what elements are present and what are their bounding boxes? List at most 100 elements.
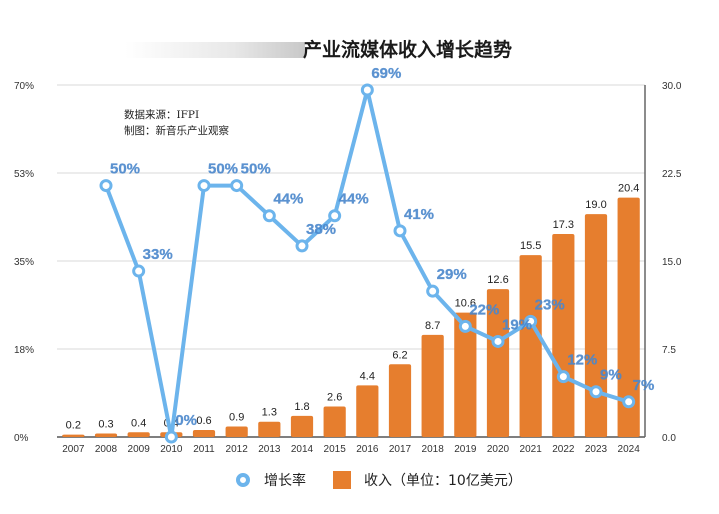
growth-point xyxy=(491,334,505,348)
bar xyxy=(94,433,118,437)
growth-value-label: 22% xyxy=(469,301,499,318)
x-tick-label: 2011 xyxy=(193,444,215,455)
right-tick-label: 30.0 xyxy=(662,81,682,92)
left-tick-label: 35% xyxy=(14,257,34,268)
growth-value-label: 0% xyxy=(175,412,197,429)
growth-value-label: 9% xyxy=(600,367,622,384)
x-tick-label: 2016 xyxy=(356,444,379,455)
bar-value-label: 15.5 xyxy=(520,240,541,252)
left-tick-label: 18% xyxy=(14,345,34,356)
growth-value-label: 41% xyxy=(404,206,434,223)
source-note: 数据来源：IFPI xyxy=(124,108,199,121)
bar-value-label: 0.3 xyxy=(98,418,113,430)
growth-value-label: 44% xyxy=(339,191,369,208)
x-tick-label: 2010 xyxy=(160,444,183,455)
bar-value-label: 0.2 xyxy=(66,420,81,432)
left-tick-label: 53% xyxy=(14,169,34,180)
bar-value-label: 1.8 xyxy=(294,401,309,413)
bar xyxy=(290,415,314,437)
growth-point xyxy=(360,83,374,97)
credit-note: 制图：新音乐产业观察 xyxy=(124,124,229,137)
growth-point xyxy=(589,385,603,399)
growth-value-label: 23% xyxy=(535,296,565,313)
right-tick-label: 15.0 xyxy=(662,257,682,268)
growth-value-label: 7% xyxy=(633,377,655,394)
x-tick-label: 2014 xyxy=(291,444,314,455)
title-redacted-region xyxy=(125,42,305,58)
bar xyxy=(519,255,542,437)
growth-value-label: 19% xyxy=(502,316,532,333)
chart-title: 产业流媒体收入增长趋势 xyxy=(303,38,512,61)
right-tick-label: 0.0 xyxy=(662,433,676,444)
x-tick-label: 2024 xyxy=(618,444,641,455)
bar-value-label: 12.6 xyxy=(487,274,508,286)
bar xyxy=(127,432,150,437)
left-axis: 0% 18% 35% 53% 70% xyxy=(14,81,34,444)
bar xyxy=(62,434,85,437)
right-tick-label: 22.5 xyxy=(662,169,682,180)
bar xyxy=(356,385,379,437)
growth-value-label: 38% xyxy=(306,221,336,238)
bar xyxy=(486,289,510,437)
growth-point xyxy=(164,430,178,444)
x-tick-label: 2021 xyxy=(520,444,543,455)
growth-value-label: 12% xyxy=(567,352,597,369)
legend-revenue-label: 收入（单位：10亿美元） xyxy=(364,473,522,489)
legend-item-growth[interactable]: 增长率 xyxy=(236,472,306,489)
growth-value-label: 29% xyxy=(437,266,467,283)
bar-value-label: 8.7 xyxy=(425,320,440,332)
bar xyxy=(454,312,477,437)
growth-point xyxy=(458,319,472,333)
growth-point xyxy=(524,314,538,328)
x-tick-label: 2019 xyxy=(454,444,477,455)
legend-item-revenue[interactable]: 收入（单位：10亿美元） xyxy=(333,471,522,489)
bar-value-label: 6.2 xyxy=(392,349,407,361)
legend-revenue-icon xyxy=(333,471,351,489)
legend: 增长率 收入（单位：10亿美元） xyxy=(236,471,522,489)
x-tick-label: 2023 xyxy=(585,444,608,455)
growth-point xyxy=(393,224,407,238)
bar-value-label: 4.4 xyxy=(360,370,375,382)
growth-value-label: 50% xyxy=(241,161,271,178)
growth-point xyxy=(328,209,342,223)
legend-growth-icon xyxy=(236,473,250,487)
bar xyxy=(552,234,575,437)
right-axis: 0.0 7.5 15.0 22.5 30.0 xyxy=(662,81,682,444)
x-tick-label: 2007 xyxy=(62,444,85,455)
growth-point xyxy=(197,179,211,193)
bar-value-label: 0.4 xyxy=(131,417,146,429)
x-tick-label: 2018 xyxy=(422,444,445,455)
growth-point xyxy=(99,179,113,193)
growth-line xyxy=(104,88,631,439)
bar xyxy=(617,197,640,437)
x-axis-labels: 2007 2008 2009 2010 2011 2012 2013 2014 2015 2016… xyxy=(62,444,640,455)
line-series xyxy=(99,83,636,444)
x-tick-label: 2022 xyxy=(552,444,575,455)
bar xyxy=(225,426,248,437)
growth-point xyxy=(622,395,636,409)
line-labels: 50%33%0%50% 50%44%38%44%69%41%29%22%19%23… xyxy=(110,65,655,429)
growth-value-label: 69% xyxy=(371,65,401,82)
x-tick-label: 2017 xyxy=(389,444,412,455)
growth-point xyxy=(426,284,440,298)
growth-value-label: 44% xyxy=(273,191,303,208)
bar-value-label: 17.3 xyxy=(553,219,574,231)
bar-value-label: 0.9 xyxy=(229,411,244,423)
bar xyxy=(421,334,444,437)
x-tick-label: 2015 xyxy=(324,444,347,455)
bar-value-label: 1.3 xyxy=(262,407,277,419)
x-tick-label: 2012 xyxy=(226,444,249,455)
growth-value-label: 33% xyxy=(143,246,173,263)
bar-value-label: 2.6 xyxy=(327,391,342,403)
growth-value-label: 50% xyxy=(208,161,238,178)
bar-value-label: 10.6 xyxy=(455,298,476,310)
left-tick-label: 0% xyxy=(14,433,29,444)
bar xyxy=(584,214,608,437)
growth-point xyxy=(295,239,309,253)
bar xyxy=(323,406,346,437)
bar-value-label: 0.6 xyxy=(196,415,211,427)
right-tick-label: 7.5 xyxy=(662,345,676,356)
growth-point xyxy=(262,209,276,223)
growth-value-label: 50% xyxy=(110,161,140,178)
bar xyxy=(192,429,216,437)
